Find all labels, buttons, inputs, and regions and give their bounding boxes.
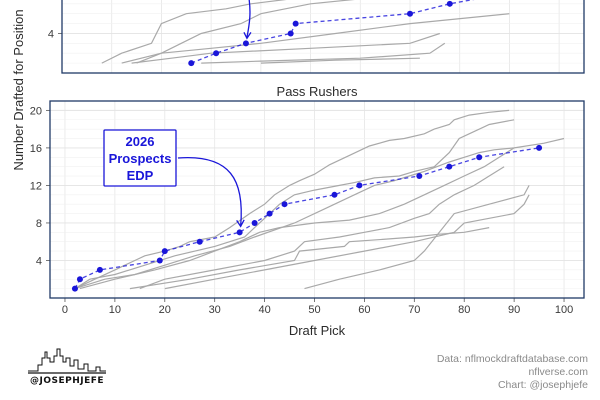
- series-line-gray-d: [79, 147, 515, 290]
- x-tick-label: 50: [308, 304, 320, 316]
- highlight-point: [446, 0, 453, 7]
- highlight-point: [156, 257, 163, 264]
- series-line-gray-f: [164, 194, 530, 290]
- y-tick-label: 16: [30, 143, 42, 155]
- highlight-point: [196, 238, 203, 245]
- series-line-gray-b: [136, 0, 355, 64]
- highlight-point: [76, 276, 83, 283]
- credit-chart-author: Chart: @josephjefe: [497, 379, 588, 391]
- x-tick-label: 20: [159, 304, 171, 316]
- highlight-point: [161, 248, 168, 255]
- x-tick-label: 80: [458, 304, 470, 316]
- x-tick-label: 60: [358, 304, 370, 316]
- annotation-text-line: 2026: [126, 134, 155, 149]
- series-line-gray-h: [304, 185, 530, 290]
- highlight-point: [287, 30, 294, 37]
- highlight-line: [191, 0, 475, 64]
- highlight-point: [96, 266, 103, 273]
- highlight-point: [446, 163, 453, 170]
- series-line-gray-a: [101, 0, 287, 64]
- annotation-arrow: [177, 156, 242, 227]
- x-tick-label: 90: [508, 304, 520, 316]
- annotation-text-line: Prospects: [109, 151, 172, 166]
- highlight-point: [281, 201, 288, 208]
- y-axis-title: Number Drafted for Position: [11, 9, 26, 170]
- panel-border: [61, 0, 585, 74]
- x-tick-label: 100: [555, 304, 573, 316]
- series-line-gray-c: [121, 13, 510, 64]
- y-tick-label: 8: [48, 0, 54, 1]
- facet-strip: [50, 79, 584, 101]
- highlight-point: [356, 182, 363, 189]
- logo-handle: @JOSEPHJEFE: [30, 376, 105, 386]
- series-line-gray-e: [201, 42, 446, 64]
- highlight-point: [236, 229, 243, 236]
- highlight-point: [331, 191, 338, 198]
- bottom-panel: 4 8 12 16 20 0 10 20 30 40 50 60 70 80 90 100 2026 Prospe…: [30, 100, 585, 316]
- highlight-point: [416, 173, 423, 180]
- top-annotation-arrowhead: [243, 31, 252, 40]
- y-tick-label: 4: [48, 28, 54, 40]
- y-tick-label: 20: [30, 105, 42, 117]
- series-line-gray-d: [131, 32, 440, 64]
- series-line-gray-b: [74, 119, 515, 290]
- x-tick-label: 40: [258, 304, 270, 316]
- series-line-gray-f: [260, 57, 420, 64]
- highlight-point: [476, 154, 483, 161]
- annotation-box: [103, 129, 177, 187]
- y-tick-label: 12: [30, 180, 42, 192]
- panel-border: [49, 100, 585, 299]
- x-tick-label: 70: [408, 304, 420, 316]
- series-line-gray-g: [129, 227, 490, 290]
- facet-title: Pass Rushers: [277, 84, 358, 99]
- highlight-point: [242, 40, 249, 47]
- x-tick-label: 0: [62, 304, 68, 316]
- y-tick-label: 8: [36, 218, 42, 230]
- highlight-point: [407, 10, 413, 17]
- highlight-point: [266, 210, 273, 217]
- highlight-point: [251, 219, 258, 226]
- top-panel: 48: [48, 0, 585, 74]
- highlight-line: [74, 147, 540, 289]
- top-annotation-arrow: [246, 0, 251, 38]
- highlight-point: [536, 144, 543, 151]
- series-line-gray-a: [74, 109, 510, 290]
- annotation-text-line: EDP: [127, 168, 154, 183]
- highlight-point: [71, 285, 78, 292]
- highlight-point: [292, 20, 299, 27]
- x-tick-label: 30: [209, 304, 221, 316]
- y-tick-label: 4: [36, 255, 42, 267]
- x-axis-title: Draft Pick: [289, 323, 346, 338]
- x-tick-label: 10: [109, 304, 121, 316]
- series-line-gray-c: [74, 137, 565, 290]
- annotation-arrowhead: [236, 219, 245, 228]
- highlight-point: [188, 60, 195, 67]
- highlight-point: [213, 50, 220, 57]
- series-line-gray-e: [139, 166, 505, 290]
- skyline-logo: [28, 348, 106, 374]
- credit-data-source: Data: nflmockdraftdatabase.com: [436, 353, 588, 365]
- credit-nflverse: nflverse.com: [528, 366, 588, 378]
